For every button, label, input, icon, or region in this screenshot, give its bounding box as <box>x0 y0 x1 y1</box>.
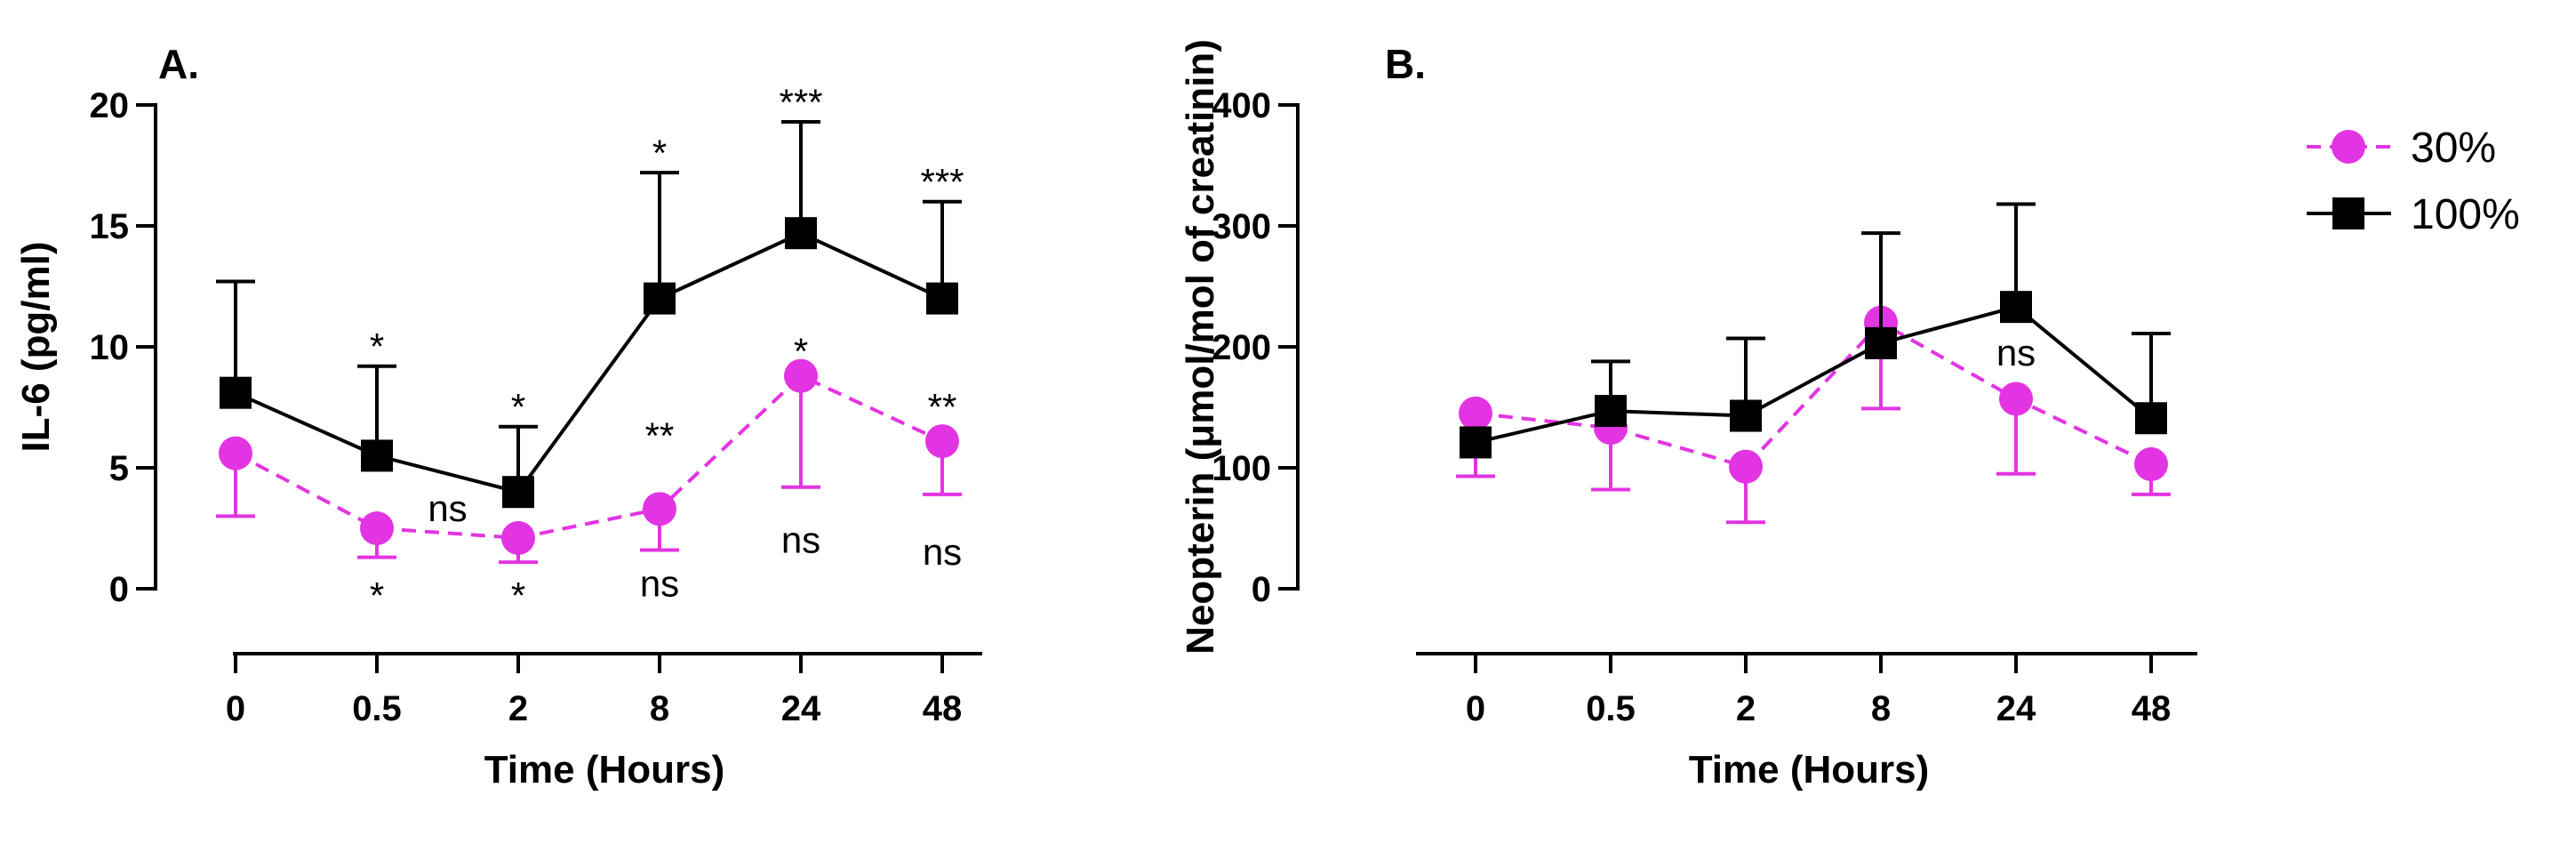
series-30pct <box>1456 305 2171 525</box>
data-point <box>360 511 394 545</box>
significance-annotation: ** <box>645 415 675 457</box>
chart-panel-a: A. 0 5 10 15 20 IL-6 (pg/ml) 0 0.5 2 8 24 48 Time (Ho… <box>14 41 982 792</box>
data-point <box>502 476 534 509</box>
y-tick-label: 10 <box>90 328 130 367</box>
data-point <box>1460 426 1492 459</box>
significance-annotation: ns <box>923 531 962 573</box>
significance-annotation: ns <box>1996 332 2036 374</box>
x-tick-label: 0.5 <box>1586 689 1636 728</box>
x-tick-label: 2 <box>1736 689 1756 728</box>
legend-marker <box>2332 130 2365 164</box>
legend-label: 100% <box>2411 191 2520 238</box>
data-point <box>1730 399 1762 432</box>
data-point <box>644 282 676 315</box>
y-axis-label: IL-6 (pg/ml) <box>14 241 58 452</box>
data-point <box>2134 446 2168 481</box>
significance-annotation: * <box>794 330 808 372</box>
data-point <box>220 376 252 409</box>
x-axis-label: Time (Hours) <box>484 748 725 792</box>
data-point <box>361 439 393 472</box>
significance-annotation: *** <box>920 161 964 203</box>
y-tick-label: 0 <box>1252 570 1271 609</box>
data-point <box>925 424 959 459</box>
legend-label: 30% <box>2411 125 2496 172</box>
significance-annotation: ns <box>781 519 820 561</box>
series-100pct <box>216 120 962 509</box>
x-axis-label: Time (Hours) <box>1689 748 1930 792</box>
data-point <box>219 436 252 470</box>
y-tick-label: 100 <box>1212 449 1271 488</box>
panel-label: B. <box>1385 41 1426 87</box>
x-tick-label: 0 <box>226 689 245 728</box>
data-point <box>2135 402 2167 435</box>
series-30pct <box>216 358 962 565</box>
data-point <box>1595 395 1627 428</box>
significance-annotation: ns <box>640 563 679 605</box>
significance-annotation: * <box>511 575 525 616</box>
significance-annotation: ** <box>928 386 957 428</box>
x-tick-label: 0.5 <box>352 689 402 728</box>
series-line <box>1475 320 2152 469</box>
data-point <box>1865 326 1897 359</box>
significance-annotation: ns <box>428 487 467 529</box>
y-tick-label: 5 <box>109 449 129 488</box>
data-point <box>2000 291 2032 324</box>
data-point <box>1459 396 1492 430</box>
y-axis-label: Neopterin (μmol/mol of creatinin) <box>1179 39 1222 655</box>
significance-annotation: *** <box>779 81 822 123</box>
data-point <box>643 492 676 526</box>
significance-annotation: * <box>652 132 667 173</box>
series-line <box>235 374 943 540</box>
y-tick-label: 0 <box>109 570 129 609</box>
y-tick-label: 15 <box>90 207 130 246</box>
x-tick-label: 48 <box>2132 689 2172 728</box>
x-tick-label: 8 <box>650 689 669 728</box>
series-line <box>235 230 943 494</box>
x-tick-label: 2 <box>508 689 528 728</box>
x-tick-label: 8 <box>1871 689 1891 728</box>
y-tick-label: 200 <box>1212 328 1271 367</box>
legend: 30% 100% <box>2307 125 2520 238</box>
panel-label: A. <box>158 41 199 87</box>
data-point <box>1999 382 2033 416</box>
y-tick-label: 300 <box>1212 207 1271 246</box>
x-tick-label: 24 <box>781 689 821 728</box>
data-point <box>785 217 817 250</box>
x-tick-label: 48 <box>923 689 963 728</box>
x-tick-label: 24 <box>1996 689 2036 728</box>
significance-annotation: * <box>370 326 384 367</box>
data-point <box>501 520 535 555</box>
data-point <box>1729 449 1763 484</box>
series-line <box>1475 304 2153 445</box>
x-tick-label: 0 <box>1466 689 1485 728</box>
series-100pct <box>1460 202 2171 459</box>
y-tick-label: 20 <box>90 86 130 125</box>
data-point <box>784 358 818 393</box>
significance-annotation: * <box>511 386 525 428</box>
significance-annotation: * <box>370 575 384 616</box>
legend-marker <box>2332 197 2364 229</box>
data-point <box>926 282 958 315</box>
y-tick-label: 400 <box>1212 86 1271 125</box>
